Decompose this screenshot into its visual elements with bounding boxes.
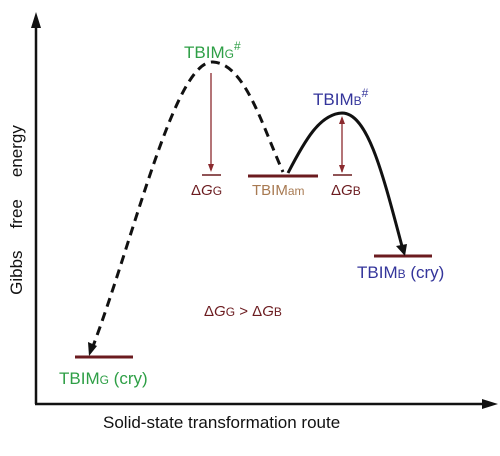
label-delta-g-g-delta: Δ xyxy=(191,182,202,199)
label-tbim-g-ts: TBIMG# xyxy=(184,40,241,62)
comparison-delta-1: Δ xyxy=(204,303,215,320)
label-tbim-g-ts-main: TBIM xyxy=(184,43,225,62)
barrier-comparison: ΔGG > ΔGB xyxy=(204,304,282,319)
barrier-arrow-b-head-bottom xyxy=(339,165,345,173)
label-tbim-g-ts-sub: G xyxy=(224,47,234,61)
label-delta-g-b-symbol: G xyxy=(341,182,353,199)
label-delta-g-g: ΔGG xyxy=(191,183,222,198)
y-axis-label-word-1: Gibbs xyxy=(7,250,26,295)
label-tbim-b-ts-main: TBIM xyxy=(313,90,354,109)
label-tbim-b-cry: TBIMB (cry) xyxy=(357,264,444,281)
comparison-sub-1: G xyxy=(225,305,236,319)
label-delta-g-b-delta: Δ xyxy=(331,182,342,199)
label-tbim-g-cry-main: TBIM xyxy=(59,369,100,388)
label-tbim-b-cry-sub: B xyxy=(397,267,406,281)
y-axis-label-word-2: free xyxy=(7,199,26,229)
label-tbim-g-cry-suffix: (cry) xyxy=(108,369,148,388)
dashed-route-tbim-g xyxy=(90,60,285,350)
y-axis-label: Gibbs free energy xyxy=(7,120,27,300)
label-tbim-am: TBIMam xyxy=(252,183,305,198)
barrier-arrow-b-head-top xyxy=(339,116,345,124)
solid-route-arrowhead xyxy=(396,244,407,256)
label-delta-g-g-sub: G xyxy=(212,184,223,198)
label-tbim-b-ts-sub: B xyxy=(353,94,362,108)
label-tbim-b-ts: TBIMB# xyxy=(313,87,368,109)
comparison-operator: > xyxy=(235,303,253,320)
solid-route-tbim-b xyxy=(286,111,405,251)
label-tbim-g-cry-sub: G xyxy=(99,373,109,387)
label-tbim-g-ts-sup: # xyxy=(233,39,241,53)
label-tbim-b-cry-main: TBIM xyxy=(357,263,398,282)
x-axis-label: Solid-state transformation route xyxy=(103,413,341,432)
label-tbim-b-cry-suffix: (cry) xyxy=(405,263,445,282)
comparison-delta-2: Δ xyxy=(252,303,263,320)
label-tbim-am-main: TBIM xyxy=(252,182,288,199)
x-axis-arrowhead xyxy=(482,399,498,409)
y-axis-label-word-3: energy xyxy=(7,125,26,178)
label-delta-g-g-symbol: G xyxy=(201,182,213,199)
y-axis-arrowhead xyxy=(31,12,41,28)
label-tbim-g-cry: TBIMG (cry) xyxy=(59,370,148,387)
barrier-arrow-g-head xyxy=(208,164,214,172)
label-tbim-b-ts-sup: # xyxy=(361,86,369,100)
comparison-sub-2: B xyxy=(273,305,282,319)
comparison-g-2: G xyxy=(262,303,274,320)
label-tbim-am-sub: am xyxy=(287,184,305,198)
label-delta-g-b: ΔGB xyxy=(331,183,361,198)
dashed-route-arrowhead xyxy=(88,342,97,356)
comparison-g-1: G xyxy=(214,303,226,320)
label-delta-g-b-sub: B xyxy=(352,184,361,198)
